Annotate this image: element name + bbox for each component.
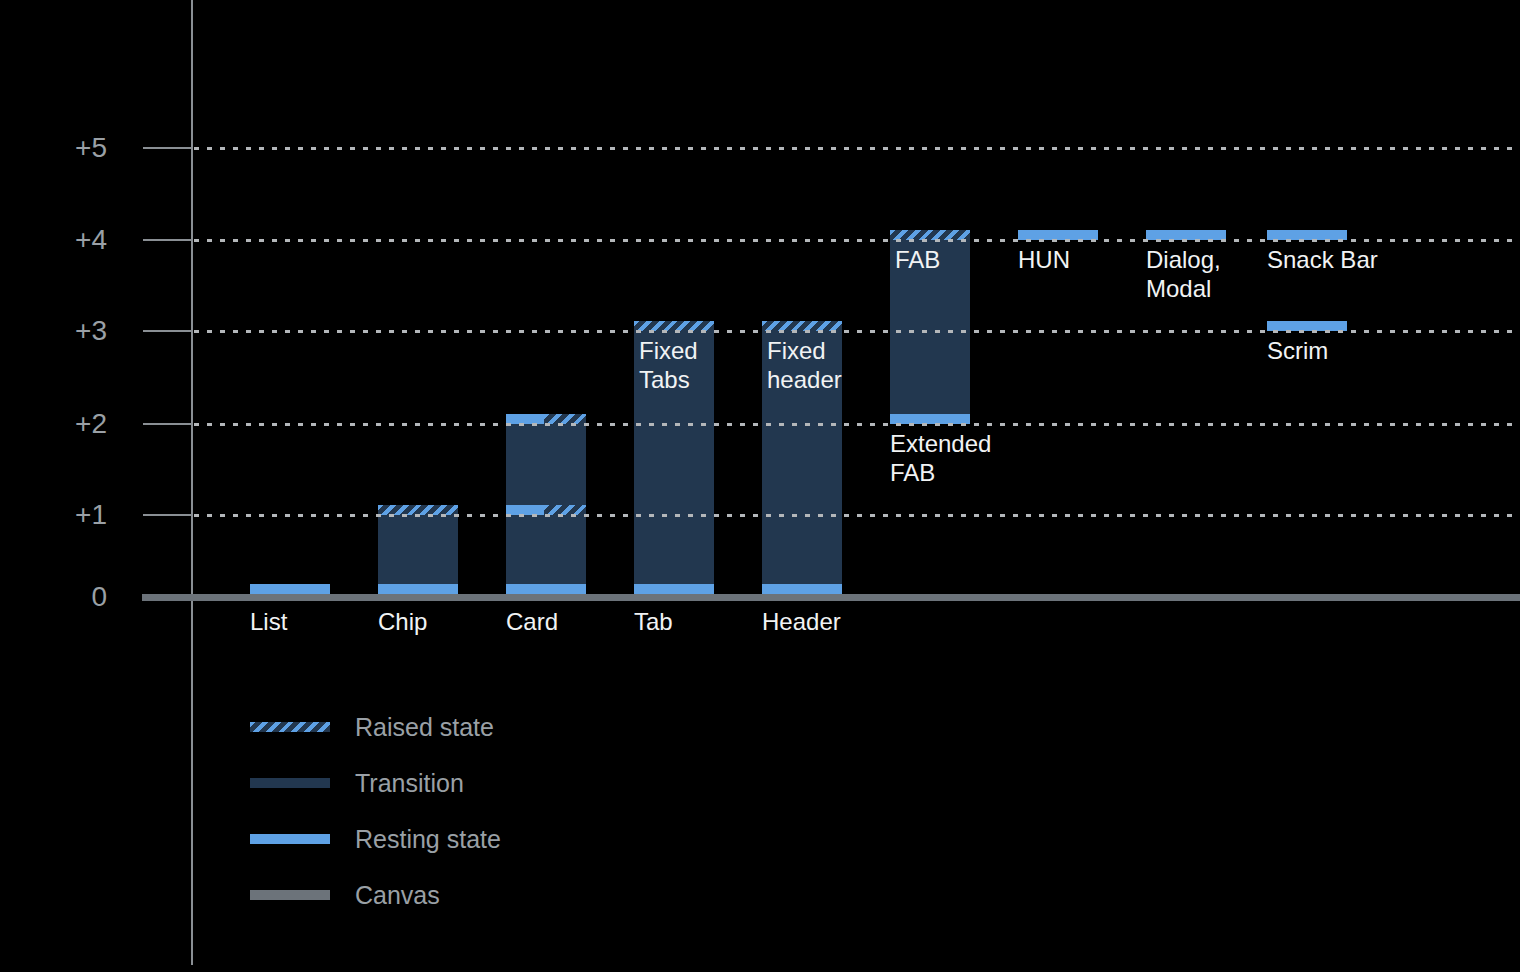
y-axis-label-+5: +5	[22, 132, 107, 164]
bar-below-label-extended-fab-line: Extended	[890, 429, 991, 458]
y-axis-tick-+1	[143, 514, 192, 516]
bar-label-list: List	[250, 607, 287, 636]
y-axis-tick-+2	[143, 423, 192, 425]
bar-below-label-dialog-modal-line: Modal	[1146, 274, 1221, 303]
y-axis-label-+4: +4	[22, 224, 107, 256]
bar-below-label-scrim: Scrim	[1267, 336, 1328, 365]
y-axis-tick-+5	[143, 147, 192, 149]
resting-state-swatch-icon	[250, 834, 330, 844]
bar-inner-label-header-line: header	[767, 365, 842, 394]
bar-below-label-snack-bar-line: Snack Bar	[1267, 245, 1378, 274]
bar-below-label-hun: HUN	[1018, 245, 1070, 274]
bar-below-label-extended-fab: ExtendedFAB	[890, 429, 991, 487]
bar-inner-label-tab-line: Tabs	[639, 365, 698, 394]
y-axis-label-0: 0	[22, 581, 107, 613]
bar-header-segment-resting	[762, 584, 842, 594]
bar-inner-label-tab-line: Fixed	[639, 336, 698, 365]
bar-chip-segment-resting	[378, 584, 458, 594]
bar-label-chip-line: Chip	[378, 607, 427, 636]
bar-inner-label-extended-fab-line: FAB	[895, 245, 940, 274]
bar-label-card: Card	[506, 607, 558, 636]
bar-list-segment-resting	[250, 584, 330, 594]
bar-label-tab-line: Tab	[634, 607, 673, 636]
bar-below-label-extended-fab-line: FAB	[890, 458, 991, 487]
bar-inner-label-extended-fab: FAB	[895, 245, 940, 274]
bar-label-tab: Tab	[634, 607, 673, 636]
bar-below-label-dialog-modal: Dialog,Modal	[1146, 245, 1221, 303]
bar-inner-label-tab: FixedTabs	[639, 336, 698, 394]
gridline-+2	[194, 423, 1520, 426]
bar-label-header: Header	[762, 607, 841, 636]
canvas-swatch-icon	[250, 890, 330, 900]
y-axis-tick-+4	[143, 239, 192, 241]
legend-label-canvas: Canvas	[355, 881, 440, 909]
elevation-chart: +5+4+3+2+10 ListChipCardTabFixedTabsHead…	[0, 0, 1520, 972]
bar-card	[506, 414, 586, 594]
gridline-+5	[194, 147, 1520, 150]
y-axis-label-+2: +2	[22, 408, 107, 440]
bar-label-header-line: Header	[762, 607, 841, 636]
bar-below-label-snack-bar: Snack Bar	[1267, 245, 1378, 274]
bar-tab-segment-resting	[634, 584, 714, 594]
raised-state-swatch-icon	[250, 722, 330, 732]
legend-item-canvas: Canvas	[250, 881, 440, 909]
legend: Raised state Transition Resting state Ca…	[0, 0, 1520, 972]
bar-below-label-hun-line: HUN	[1018, 245, 1070, 274]
gridline-+3	[194, 330, 1520, 333]
y-axis-label-+3: +3	[22, 315, 107, 347]
bar-card-segment-resting	[506, 584, 586, 594]
bar-inner-label-header-line: Fixed	[767, 336, 842, 365]
legend-item-resting-state: Resting state	[250, 825, 501, 853]
y-axis-line	[191, 0, 193, 965]
gridline-+4	[194, 239, 1520, 242]
bar-label-card-line: Card	[506, 607, 558, 636]
bar-inner-label-header: Fixedheader	[767, 336, 842, 394]
transition-swatch-icon	[250, 778, 330, 788]
bar-below-label-dialog-modal-line: Dialog,	[1146, 245, 1221, 274]
legend-label-raised-state: Raised state	[355, 713, 494, 741]
canvas-baseline	[142, 594, 1520, 601]
legend-label-transition: Transition	[355, 769, 464, 797]
legend-label-resting-state: Resting state	[355, 825, 501, 853]
y-axis-label-+1: +1	[22, 499, 107, 531]
y-axis-tick-+3	[143, 330, 192, 332]
bar-chip	[378, 505, 458, 594]
gridline-+1	[194, 514, 1520, 517]
bar-below-label-scrim-line: Scrim	[1267, 336, 1328, 365]
bar-label-list-line: List	[250, 607, 287, 636]
legend-item-raised-state: Raised state	[250, 713, 494, 741]
legend-item-transition: Transition	[250, 769, 464, 797]
bar-label-chip: Chip	[378, 607, 427, 636]
